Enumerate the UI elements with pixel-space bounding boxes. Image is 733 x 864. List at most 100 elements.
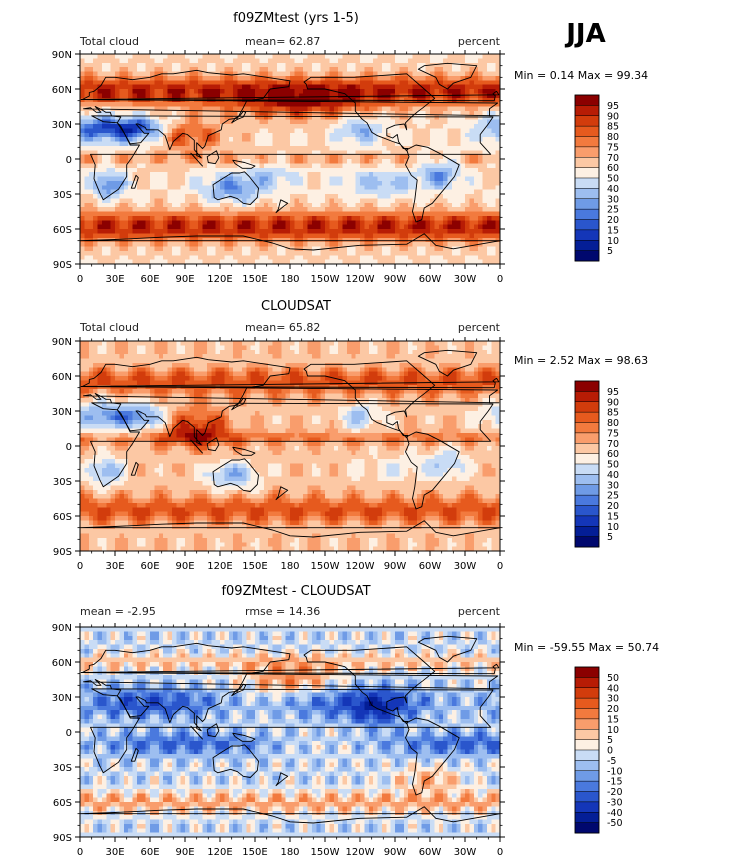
heatmap-cell <box>163 341 168 346</box>
heatmap-cell <box>180 163 186 169</box>
heatmap-cell <box>185 176 190 182</box>
heatmap-cell <box>491 194 496 199</box>
heatmap-cell <box>390 237 396 243</box>
heatmap-cell <box>495 89 501 94</box>
heatmap-cell <box>395 345 400 351</box>
panel-right-label: percent <box>458 321 501 334</box>
heatmap-cell <box>465 172 470 177</box>
heatmap-cell <box>206 167 212 173</box>
heatmap-cell <box>403 80 409 85</box>
y-tick-label: 0 <box>66 155 72 166</box>
heatmap-cell <box>373 119 378 125</box>
heatmap-cell <box>298 255 304 260</box>
heatmap-cell <box>320 242 326 247</box>
heatmap-cell <box>443 189 448 195</box>
heatmap-cell <box>307 180 313 186</box>
heatmap-cell <box>456 102 461 107</box>
heatmap-cell <box>465 137 470 142</box>
colorbar-swatch <box>574 94 600 106</box>
heatmap-cell <box>430 154 435 160</box>
heatmap-cell <box>377 202 383 208</box>
heatmap-cell <box>342 255 348 260</box>
heatmap-cell <box>368 84 374 90</box>
heatmap-cell <box>180 242 186 247</box>
heatmap-cell <box>338 207 343 212</box>
heatmap-cell <box>421 58 426 64</box>
heatmap-cell <box>395 172 400 177</box>
heatmap-cell <box>88 137 94 142</box>
heatmap-cell <box>180 115 186 120</box>
heatmap-cell <box>460 150 466 155</box>
heatmap-cell <box>88 132 94 138</box>
heatmap-cell <box>311 75 317 81</box>
heatmap-cell <box>473 224 479 230</box>
heatmap-cell <box>202 141 208 147</box>
heatmap-cell <box>145 185 151 190</box>
heatmap-cell <box>272 62 278 68</box>
heatmap-cell <box>403 246 409 252</box>
heatmap-cell <box>215 75 221 81</box>
heatmap-cell <box>119 233 125 239</box>
heatmap-cell <box>106 54 111 59</box>
heatmap-cell <box>241 115 247 120</box>
heatmap-cell <box>325 62 330 68</box>
heatmap-cell <box>136 84 142 90</box>
heatmap-cell <box>101 176 107 182</box>
heatmap-cell <box>193 110 199 116</box>
heatmap-cell <box>272 141 278 147</box>
heatmap-cell <box>460 198 466 204</box>
heatmap-cell <box>395 189 400 195</box>
heatmap-cell <box>320 345 326 351</box>
heatmap-cell <box>110 345 116 351</box>
heatmap-cell <box>228 242 234 247</box>
heatmap-cell <box>486 62 492 68</box>
heatmap-cell <box>215 124 221 129</box>
heatmap-cell <box>465 250 470 256</box>
heatmap-cell <box>290 255 295 260</box>
heatmap-cell <box>193 102 199 107</box>
heatmap-cell <box>180 145 186 151</box>
heatmap-cell <box>377 58 383 64</box>
heatmap-cell <box>416 220 422 225</box>
heatmap-cell <box>198 150 203 155</box>
heatmap-cell <box>430 202 435 208</box>
heatmap-cell <box>259 58 265 64</box>
colorbar-swatch <box>574 219 600 231</box>
heatmap-cell <box>368 159 374 164</box>
heatmap-cell <box>303 71 308 77</box>
heatmap-cell <box>255 54 260 59</box>
heatmap-cell <box>307 58 313 64</box>
heatmap-cell <box>399 89 405 94</box>
heatmap-cell <box>228 207 234 212</box>
heatmap-cell <box>123 163 129 169</box>
heatmap-cell <box>88 349 94 355</box>
heatmap-cell <box>482 250 488 256</box>
x-tick-label: 60W <box>419 274 442 285</box>
heatmap-cell <box>163 75 168 81</box>
heatmap-cell <box>110 58 116 64</box>
heatmap-cell <box>395 71 400 77</box>
heatmap-cell <box>451 84 457 90</box>
heatmap-cell <box>320 102 326 107</box>
heatmap-cell <box>438 242 444 247</box>
heatmap-cell <box>421 145 426 151</box>
heatmap-cell <box>167 150 173 155</box>
heatmap-cell <box>377 102 383 107</box>
heatmap-cell <box>368 341 374 346</box>
heatmap-cell <box>465 110 470 116</box>
heatmap-cell <box>241 194 247 199</box>
heatmap-cell <box>456 341 461 346</box>
heatmap-cell <box>298 115 304 120</box>
heatmap-cell <box>443 80 448 85</box>
heatmap-cell <box>390 207 396 212</box>
heatmap-cell <box>84 259 90 265</box>
heatmap-cell <box>355 246 361 252</box>
heatmap-cell <box>84 349 90 355</box>
heatmap-cell <box>285 75 291 81</box>
heatmap-cell <box>373 255 378 260</box>
heatmap-cell <box>84 215 90 221</box>
heatmap-cell <box>408 106 413 112</box>
heatmap-cell <box>311 198 317 204</box>
heatmap-cell <box>145 220 151 225</box>
heatmap-cell <box>460 176 466 182</box>
